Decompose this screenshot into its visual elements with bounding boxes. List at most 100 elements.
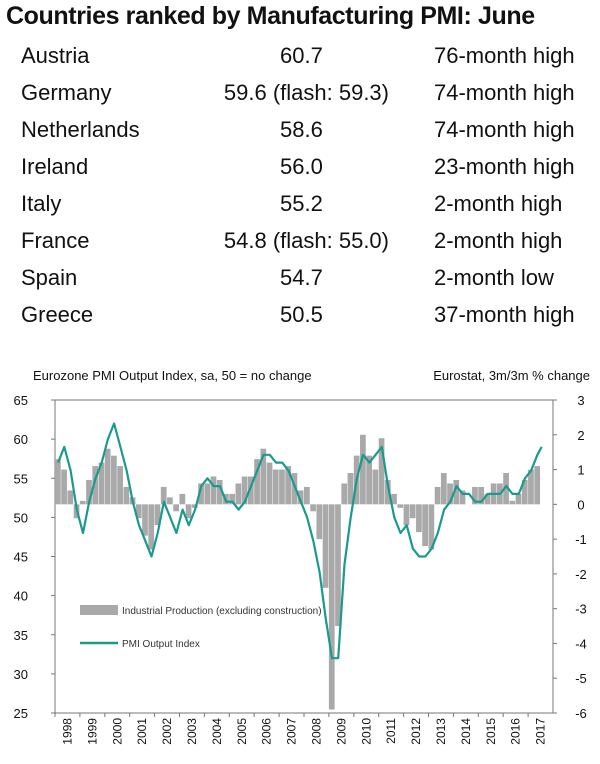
x-axis-tick-label: 1999 (85, 718, 99, 745)
x-axis-tick-label: 1998 (60, 718, 74, 745)
pmi-value: 54.7 (280, 265, 323, 290)
plot-frame (54, 399, 554, 714)
table-row: Greece 50.5 37-month high (0, 299, 600, 336)
ip-bar (191, 504, 198, 508)
ip-bar (322, 504, 329, 588)
ip-bar (328, 504, 335, 710)
ip-bar (86, 479, 92, 505)
ip-bar (478, 486, 485, 505)
x-axis-tick-label: 2008 (309, 718, 323, 745)
ip-bar (235, 483, 242, 505)
ip-bar (117, 466, 123, 505)
ip-bar (167, 497, 173, 505)
ip-bar (384, 479, 391, 505)
page-title: Countries ranked by Manufacturing PMI: J… (6, 2, 535, 30)
pmi-note: 2-month low (434, 265, 554, 290)
ip-bar (154, 504, 161, 526)
right-axis-tick-label: -3 (575, 602, 587, 617)
ip-bar (123, 486, 130, 505)
pmi-value: 55.2 (280, 191, 323, 216)
legend-line-label: PMI Output Index (122, 639, 200, 650)
country-name: Italy (21, 191, 62, 216)
left-axis-tick-label: 60 (14, 432, 28, 447)
legend-bar-label: Industrial Production (excluding constru… (122, 606, 322, 617)
pmi-value: 58.6 (280, 117, 323, 142)
ranking-table: Austria 60.7 76-month high Germany 59.6 … (0, 40, 600, 336)
ip-bar (266, 462, 273, 505)
ip-bar (104, 448, 111, 505)
right-axis-tick-label: -1 (575, 532, 587, 547)
ip-bar (260, 448, 267, 505)
right-axis-tick-label: -6 (575, 706, 587, 721)
table-row: Ireland 56.0 23-month high (0, 151, 600, 188)
right-axis-title: Eurostat, 3m/3m % change (433, 368, 590, 383)
x-axis-tick-label: 2017 (534, 718, 548, 745)
plot-area: 65 60 55 50 45 40 35 30 25 3 2 1 0 -1 -2 -3 -4 -5 -6 1998 19… (14, 393, 587, 745)
x-axis-tick-label: 2014 (459, 718, 473, 745)
ip-bar (55, 459, 61, 505)
x-axis-tick-label: 2000 (110, 718, 124, 745)
ip-bar (272, 469, 279, 505)
country-name: France (21, 228, 90, 253)
ip-bar (422, 504, 429, 547)
right-axis-tick-label: 3 (577, 393, 584, 408)
ip-bar (366, 455, 372, 505)
ip-bar (409, 504, 416, 519)
ip-bar (67, 490, 74, 505)
ip-bar (341, 483, 348, 505)
ip-bar (148, 504, 155, 550)
right-axis-tick-label: -4 (575, 636, 587, 651)
ip-bar (503, 473, 509, 505)
ip-bar (142, 504, 148, 536)
pmi-note: 2-month high (434, 191, 563, 216)
left-axis-tick-label: 50 (14, 510, 28, 525)
ip-bar (291, 473, 298, 505)
ip-bar (111, 455, 117, 505)
ip-bar (440, 473, 447, 505)
ip-bar (79, 500, 86, 505)
x-axis-tick-label: 2012 (409, 718, 423, 745)
ip-bar (521, 479, 528, 505)
table-row: Spain 54.7 2-month low (0, 262, 600, 299)
ip-bar (204, 483, 211, 505)
ip-bar (92, 466, 99, 505)
ip-bar (403, 504, 410, 526)
ip-bar (241, 476, 248, 505)
ip-bar (254, 459, 260, 505)
table-row: Austria 60.7 76-month high (0, 40, 600, 77)
ip-bar (347, 473, 354, 505)
ip-bar (135, 504, 142, 519)
ip-bar (98, 462, 105, 505)
ip-bar (509, 500, 516, 505)
table-row: Netherlands 58.6 74-month high (0, 114, 600, 151)
pmi-note: 74-month high (434, 80, 575, 105)
ip-bar (528, 469, 534, 505)
pmi-chart: Eurozone PMI Output Index, sa, 50 = no c… (14, 368, 590, 745)
ip-bar (247, 476, 254, 505)
ip-bar (216, 479, 223, 505)
chart-legend: Industrial Production (excluding constru… (80, 605, 322, 650)
country-name: Netherlands (21, 117, 140, 142)
country-name: Austria (21, 43, 90, 68)
pmi-value: 56.0 (280, 154, 323, 179)
ip-bar (279, 469, 285, 505)
country-name: Germany (21, 80, 112, 105)
ip-bar (472, 486, 478, 505)
left-axis-tick-label: 30 (14, 667, 28, 682)
ip-bar (534, 466, 541, 505)
ip-bar (484, 493, 491, 505)
pmi-note: 76-month high (434, 43, 575, 68)
x-axis-tick-label: 2001 (135, 718, 149, 745)
right-axis-tick-label: 2 (577, 428, 584, 443)
pmi-line (57, 422, 543, 660)
ip-bar (335, 504, 341, 627)
left-axis-tick-label: 65 (14, 393, 28, 408)
left-axis-tick-label: 45 (14, 550, 28, 565)
x-axis-tick-label: 2003 (185, 718, 199, 745)
right-axis-tick-label: -5 (575, 671, 587, 686)
ip-bar (185, 504, 192, 519)
pmi-note: 37-month high (434, 302, 575, 327)
ip-bar (453, 479, 460, 505)
ip-bar (360, 434, 366, 505)
table-row: France 54.8 (flash: 55.0) 2-month high (0, 225, 600, 262)
